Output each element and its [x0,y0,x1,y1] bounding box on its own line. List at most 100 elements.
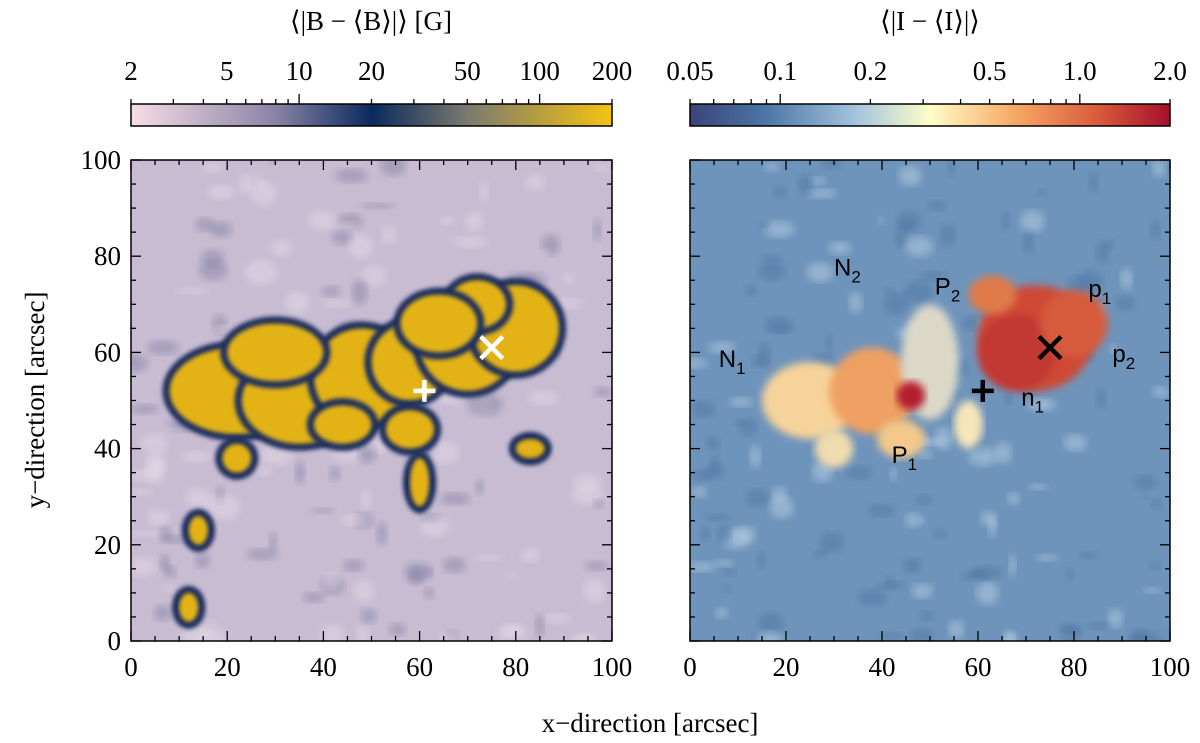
heatmap-cell [690,561,716,572]
heatmap-cell [885,575,895,588]
heatmap-cell [270,239,292,257]
heatmap-cell [1007,492,1020,505]
plus-marker [971,379,994,402]
x-tick-label: 20 [773,652,800,682]
region-label: P2 [935,274,960,306]
heatmap-cell [919,610,935,622]
heatmap-cell [690,400,716,419]
region-label: p2 [1112,341,1135,373]
heatmap-cell [525,174,545,191]
heatmap-cell [539,249,550,257]
y-axis-label: y−direction [arcsec] [20,292,50,509]
heatmap-cell [302,592,326,603]
heatmap-cell [934,427,953,450]
heatmap-cell [194,217,215,232]
colorbar-tick-label: 5 [220,56,234,86]
heatmap-cell [376,521,388,546]
colorbar-tick-label: 100 [519,56,560,86]
heatmap-cell [147,509,170,526]
heatmap-cell [570,633,591,641]
heatmap-cell [321,285,341,297]
heatmap-cell [1078,551,1099,559]
heatmap-cell [593,386,612,397]
x-tick-label: 100 [1150,652,1191,682]
heatmap-cell [1037,188,1048,197]
heatmap-cell [773,185,787,199]
heatmap-cell [1152,160,1166,177]
heatmap-cell [745,488,770,508]
heatmap-cell [440,632,462,641]
heatmap-cell [968,275,1017,314]
heatmap-cell [239,174,255,195]
heatmap-cell [769,496,794,519]
heatmap-cell [758,260,786,281]
heatmap-cell [331,230,353,246]
heatmap-cell [926,200,946,212]
cross-marker [1037,334,1063,361]
heatmap-cell [757,551,766,570]
heatmap-cell [465,211,484,232]
heatmap-cell [828,241,852,255]
heatmap-cell [757,612,784,634]
heatmap-cell [758,341,771,365]
heatmap-cell [131,556,157,577]
heatmap-cell [269,532,278,552]
heatmap-cell [424,567,434,578]
y-tick-label: 60 [94,337,121,367]
colorbar-tick-label: 1.0 [1063,56,1097,86]
heatmap-cell [1151,497,1163,510]
heatmap-cell [593,499,605,509]
heatmap-cell [214,324,230,334]
heatmap-cell [181,450,212,463]
heatmap-cell [764,162,779,172]
heatmap-cell [768,324,794,333]
heatmap-cell [954,400,983,449]
cross-marker [479,334,505,361]
x-tick-label: 60 [406,652,433,682]
heatmap-cell [1095,241,1110,265]
colorbar-tick-label: 0.5 [973,56,1007,86]
heatmap-cell [691,486,707,498]
heatmap-cell [342,559,365,572]
x-tick-label: 100 [592,652,633,682]
region-label: N2 [834,254,861,286]
heatmap-cell [255,466,273,476]
heatmap-cell [307,210,336,231]
heatmap-cell [194,552,211,569]
heatmap-cell [1133,475,1158,490]
heatmap-cell [814,429,854,468]
heatmap-cell [131,469,156,482]
x-tick-label: 80 [1061,652,1088,682]
heatmap-cell [467,392,503,417]
heatmap-cell [1085,622,1110,630]
heatmap-cell [385,410,434,449]
colorbar-tick-label: 0.1 [763,56,797,86]
colorbar-b: 2 5 10 20 50 100 200 [124,56,632,127]
heatmap-cell [380,160,407,177]
heatmap-cell [916,494,933,506]
colorbar-title-i: ⟨|I − ⟨I⟩|⟩ [880,6,980,36]
heatmap-cell [733,419,746,426]
heatmap-cell [918,271,947,282]
heatmap-cell [909,628,933,641]
heatmap-cell [423,587,435,600]
heatmap-cell [878,631,904,640]
heatmap-cell [475,479,485,496]
heatmap-cell [179,592,199,622]
heatmap-cell [361,490,371,510]
heatmap-cell [185,488,212,509]
heatmap-cell [452,236,488,248]
heatmap-cell [337,221,358,230]
heatmap-cell [1114,296,1137,311]
heatmap-cell [813,549,828,559]
heatmap-cell [497,626,528,641]
heatmap-cell [295,460,306,485]
heatmap-cell [912,583,933,599]
heatmap-cell [923,438,947,446]
heatmap-cell [849,292,863,313]
heatmap-cell [153,604,172,622]
heatmap-cell [987,517,997,537]
heatmap-cell [131,404,160,415]
heatmap-cell [889,466,897,481]
heatmap-cell [994,441,1012,464]
